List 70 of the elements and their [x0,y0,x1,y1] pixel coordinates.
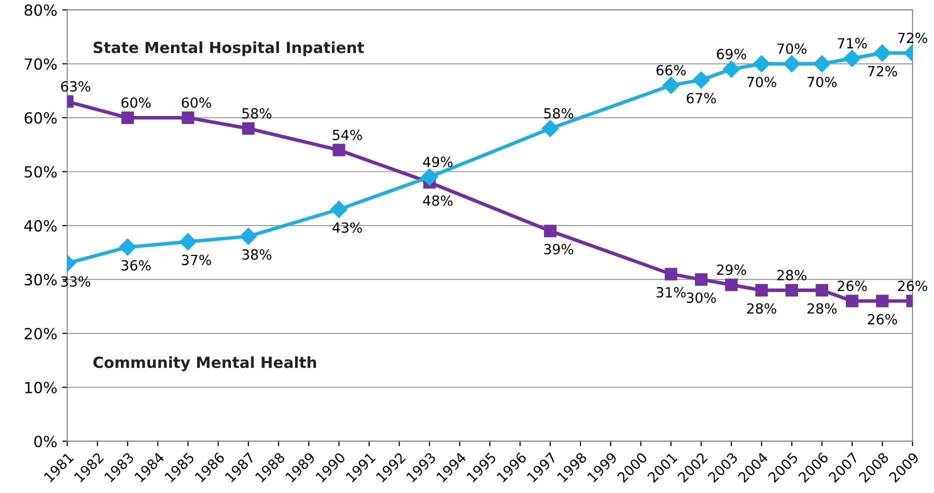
data-label: 33% [61,276,90,287]
data-label: 26% [898,280,928,292]
y-tick-label: 10% [25,382,57,394]
point [876,294,889,308]
point [846,294,858,308]
data-label: 58% [242,108,272,119]
data-label: 28% [808,303,837,314]
data-label: 39% [544,244,574,254]
point [119,238,136,256]
data-label: 60% [182,97,212,108]
data-label: 70% [747,76,776,88]
point [694,273,708,286]
point [786,284,798,297]
data-label: 36% [122,260,151,271]
point [725,278,738,292]
y-tick-label: 60% [24,112,57,124]
point [420,168,438,186]
data-label: 49% [423,156,453,168]
data-label: 63% [61,81,90,92]
data-label: 70% [808,76,837,88]
data-label: 28% [747,303,776,314]
data-label: 71% [838,38,867,49]
data-label: 28% [777,270,806,280]
data-label: 38% [242,249,272,260]
y-tick-label: 40% [24,220,57,232]
y-tick-label: 30% [24,274,57,286]
data-label: 37% [182,254,212,266]
point [242,122,255,135]
data-label: 43% [332,222,362,233]
data-label: 58% [544,108,574,119]
point [332,144,346,156]
data-label: 66% [656,64,686,76]
data-label: 67% [686,92,716,104]
data-label: 48% [423,195,453,206]
data-label: 29% [716,264,746,276]
annotation: State Mental Hospital Inpatient [94,41,364,56]
y-tick-label: 50% [24,166,57,178]
data-label: 69% [716,48,746,60]
point [664,268,678,280]
point [662,76,680,94]
y-tick-label: 80% [24,4,57,16]
data-label: 60% [121,97,151,108]
point [783,55,800,72]
point [816,284,828,297]
data-label: 72% [868,66,897,76]
point [179,233,197,250]
point [542,120,559,138]
y-tick-label: 0% [34,436,57,448]
point [844,50,861,67]
point [182,111,194,124]
point [753,55,770,72]
annotation: Community Mental Health [93,356,316,372]
point [330,200,348,218]
point [692,71,710,89]
data-label: 26% [868,314,897,325]
y-tick-label: 20% [24,328,57,340]
point [874,44,891,62]
data-label: 26% [838,280,867,292]
data-label: 54% [332,130,362,140]
point [755,284,768,297]
point [544,224,557,238]
data-label: 31% [656,287,686,298]
y-tick-label: 70% [24,58,57,70]
data-label: 70% [777,43,806,54]
point [240,228,257,245]
point [722,60,740,78]
point [813,55,831,72]
point [121,111,134,124]
data-label: 30% [686,292,716,303]
data-label: 72% [898,32,928,44]
